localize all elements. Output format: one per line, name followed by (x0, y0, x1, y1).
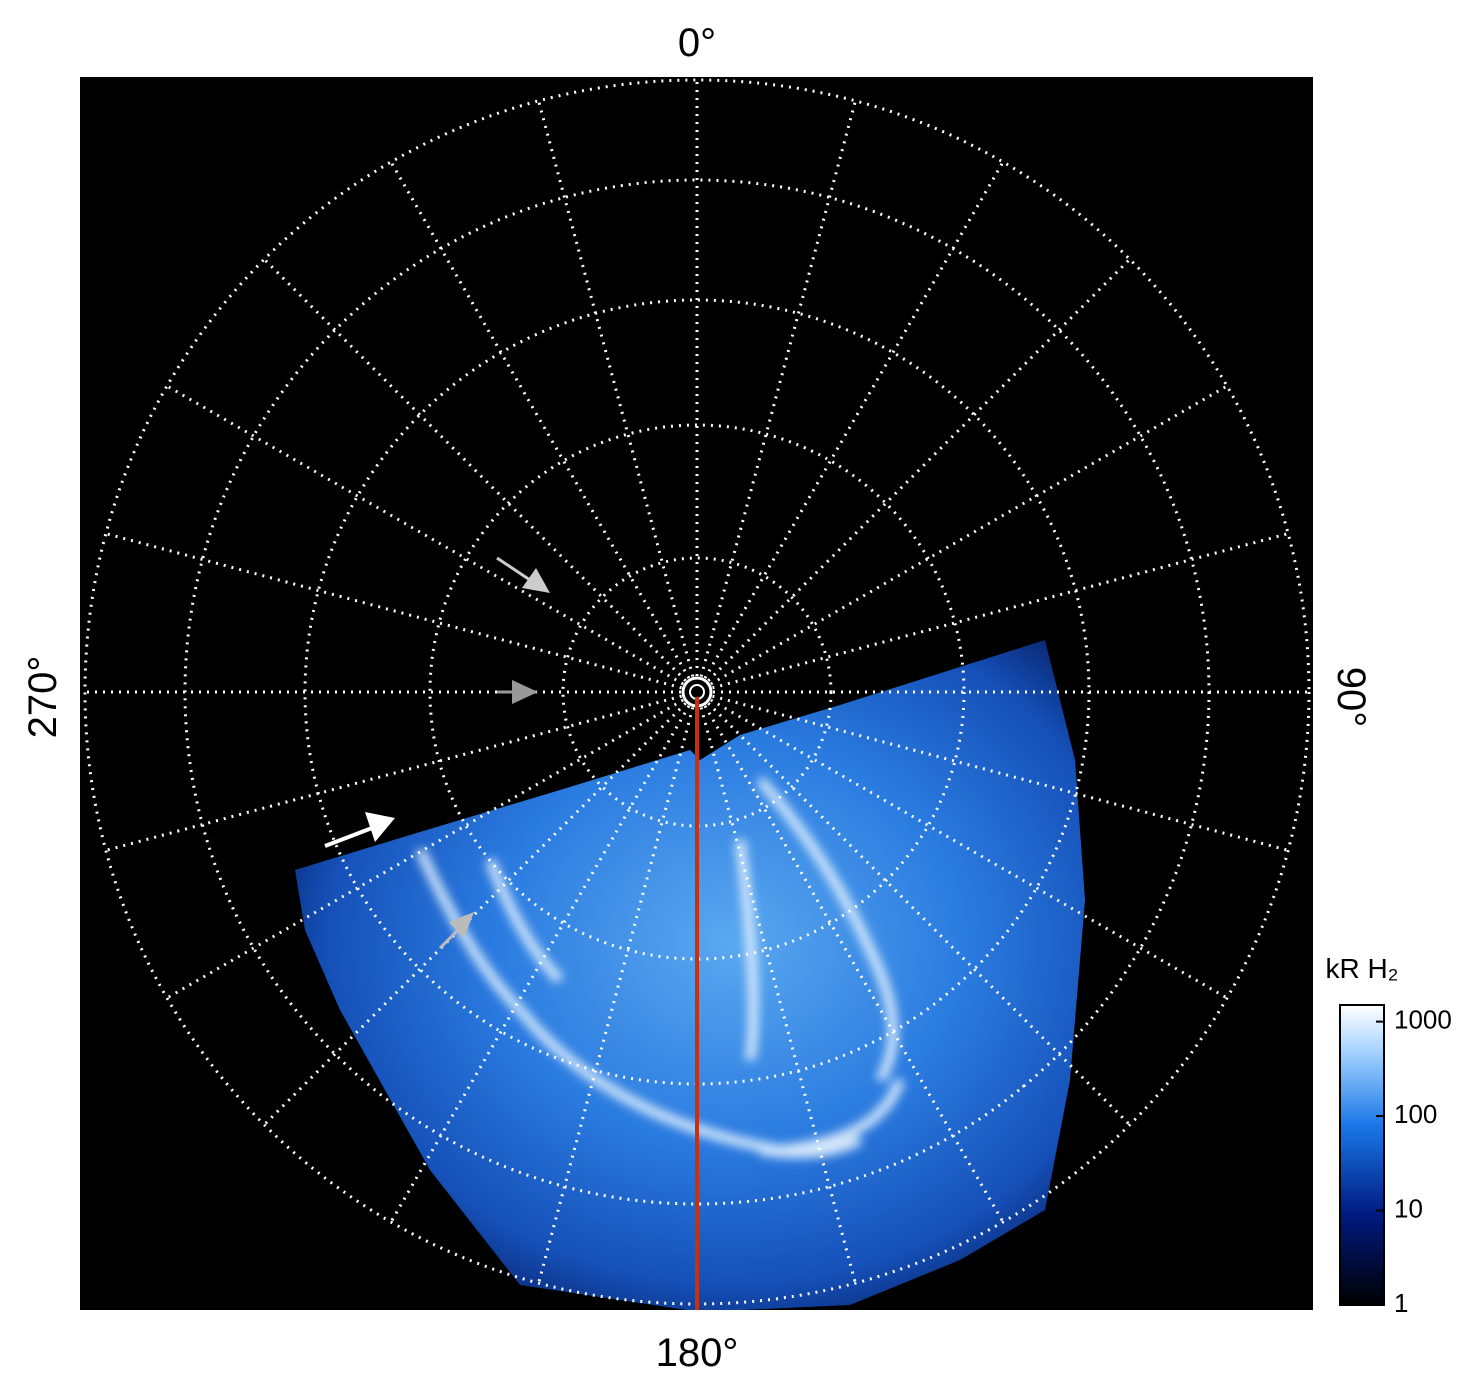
grid-radial (703, 161, 1005, 679)
grid-radial (712, 694, 1289, 852)
polar-grid (83, 78, 1311, 1306)
grid-radial (710, 698, 1228, 1000)
grid-radial (263, 258, 687, 682)
grid-radial (105, 694, 682, 852)
arrow (497, 680, 538, 704)
arrow (438, 912, 474, 950)
arrow (324, 812, 395, 848)
colorbar-tick-label: 100 (1394, 1099, 1437, 1129)
arrow (496, 556, 550, 593)
colorbar-tick-label: 1000 (1394, 1005, 1452, 1035)
grid-radial (699, 100, 857, 677)
grid-radial (263, 702, 687, 1126)
colorbar-title: kR H₂ (1325, 953, 1398, 984)
grid-radial (712, 532, 1289, 690)
axis-label: 90° (1329, 667, 1373, 728)
grid-radial (389, 705, 691, 1223)
grid-radial (105, 532, 682, 690)
grid-radial (537, 100, 695, 677)
aurora (295, 640, 1085, 1310)
grid-radial (707, 702, 1131, 1126)
grid-radial (699, 707, 857, 1284)
axis-label: 270° (21, 656, 65, 739)
axis-label: 0° (678, 21, 716, 65)
grid-radial (166, 698, 684, 1000)
grid-radial (537, 707, 695, 1284)
grid-radial (707, 258, 1131, 682)
grid-radial (703, 705, 1005, 1223)
colorbar-tick-label: 10 (1394, 1193, 1423, 1223)
colorbar-tick-label: 1 (1394, 1288, 1408, 1318)
grid-circle (428, 423, 966, 961)
grid-radial (166, 384, 684, 686)
grid-radial (389, 161, 691, 679)
axis-label: 180° (656, 1331, 739, 1375)
colorbar-ticks: 1 10 100 1000 (1376, 1005, 1452, 1318)
grid-circle (561, 556, 833, 828)
grid-radial (710, 384, 1228, 686)
colorbar (1339, 1004, 1385, 1306)
